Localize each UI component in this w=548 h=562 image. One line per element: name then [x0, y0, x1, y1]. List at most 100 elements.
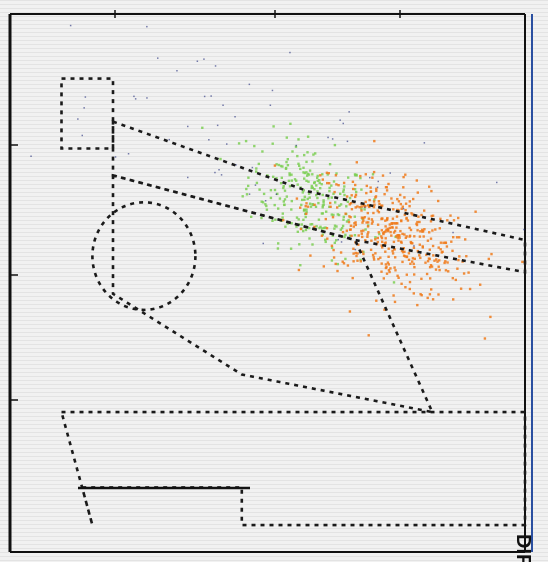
scatter-point	[523, 229, 525, 231]
scatter-point	[302, 167, 304, 169]
scatter-point	[373, 258, 375, 260]
scatter-point	[356, 161, 358, 163]
scatter-point	[446, 219, 448, 221]
scatter-point	[311, 185, 313, 187]
scatter-point	[322, 212, 324, 214]
scatter-point	[313, 204, 315, 206]
scatter-point	[247, 177, 249, 179]
scatter-point	[353, 222, 355, 224]
scatter-point	[296, 155, 298, 157]
scatter-point	[392, 252, 394, 254]
scatter-point	[381, 229, 383, 231]
scatter-point	[302, 219, 304, 221]
scatter-point	[433, 260, 435, 262]
scatter-label: DIF	[512, 534, 534, 562]
scatter-point	[297, 138, 299, 140]
scatter-point	[453, 219, 455, 221]
scatter-point	[430, 288, 432, 290]
scatter-point	[285, 161, 287, 163]
scatter-point	[392, 294, 394, 296]
scatter-point	[326, 238, 328, 240]
scatter-point	[287, 164, 289, 166]
scatter-point	[409, 263, 411, 265]
scatter-point	[386, 189, 388, 191]
scatter-point	[362, 229, 364, 231]
scatter-point	[444, 241, 446, 243]
scatter-point	[338, 214, 340, 216]
scatter-point	[203, 58, 205, 60]
scatter-point	[367, 212, 369, 214]
scatter-point	[419, 230, 421, 232]
scatter-point	[463, 272, 465, 274]
scatter-point	[377, 187, 379, 189]
scatter-point	[438, 269, 440, 271]
scatter-point	[437, 200, 439, 202]
scatter-point	[382, 174, 384, 176]
scatter-point	[455, 279, 457, 281]
scatter-point	[294, 178, 296, 180]
scatter-point	[315, 225, 317, 227]
scatter-point	[356, 205, 358, 207]
scatter-point	[423, 235, 425, 237]
scatter-point	[30, 156, 32, 158]
scatter-point	[431, 229, 433, 231]
scatter-point	[321, 235, 323, 237]
scatter-point	[381, 204, 383, 206]
scatter-point	[279, 197, 281, 199]
scatter-point	[345, 205, 347, 207]
scatter-point	[422, 245, 424, 247]
scatter-point	[384, 230, 386, 232]
scatter-point	[305, 161, 307, 163]
scatter-point	[364, 228, 366, 230]
scatter-point	[221, 174, 223, 176]
scatter-point	[404, 286, 406, 288]
scatter-point	[272, 125, 274, 127]
scatter-point	[311, 243, 313, 245]
scatter-point	[474, 211, 476, 213]
scatter-point	[343, 182, 345, 184]
scatter-point	[367, 225, 369, 227]
scatter-point	[412, 198, 414, 200]
scatter-point	[400, 220, 402, 222]
scatter-point	[318, 227, 320, 229]
scatter-point	[386, 273, 388, 275]
scatter-point	[375, 300, 377, 302]
scatter-point	[336, 270, 338, 272]
scatter-point	[187, 126, 189, 128]
scatter-point	[307, 136, 309, 138]
scatter-point	[276, 194, 278, 196]
scatter-point	[403, 208, 405, 210]
scatter-point	[133, 96, 135, 98]
scatter-point	[290, 248, 292, 250]
scatter-point	[343, 216, 345, 218]
scatter-point	[457, 217, 459, 219]
scatter-point	[374, 252, 376, 254]
scatter-point	[277, 247, 279, 249]
scatter-point	[335, 239, 337, 241]
scatter-point	[280, 182, 282, 184]
scatter-point	[377, 209, 379, 211]
scatter-point	[409, 288, 411, 290]
scatter-point	[286, 136, 288, 138]
scatter-point	[409, 200, 411, 202]
scatter-point	[396, 215, 398, 217]
scatter-point	[383, 193, 385, 195]
scatter-point	[361, 205, 363, 207]
scatter-point	[404, 255, 406, 257]
scatter-point	[242, 195, 244, 197]
scatter-point	[197, 61, 199, 63]
scatter-point	[146, 26, 148, 28]
scatter-point	[346, 195, 348, 197]
scatter-point	[255, 170, 257, 172]
scatter-point	[432, 254, 434, 256]
scatter-point	[250, 216, 252, 218]
scatter-point	[325, 218, 327, 220]
scatter-point	[372, 220, 374, 222]
scatter-point	[310, 206, 312, 208]
scatter-point	[258, 188, 260, 190]
scatter-point	[289, 52, 291, 54]
scatter-point	[298, 243, 300, 245]
scatter-point	[408, 252, 410, 254]
scatter-point	[303, 209, 305, 211]
scatter-point	[409, 281, 411, 283]
